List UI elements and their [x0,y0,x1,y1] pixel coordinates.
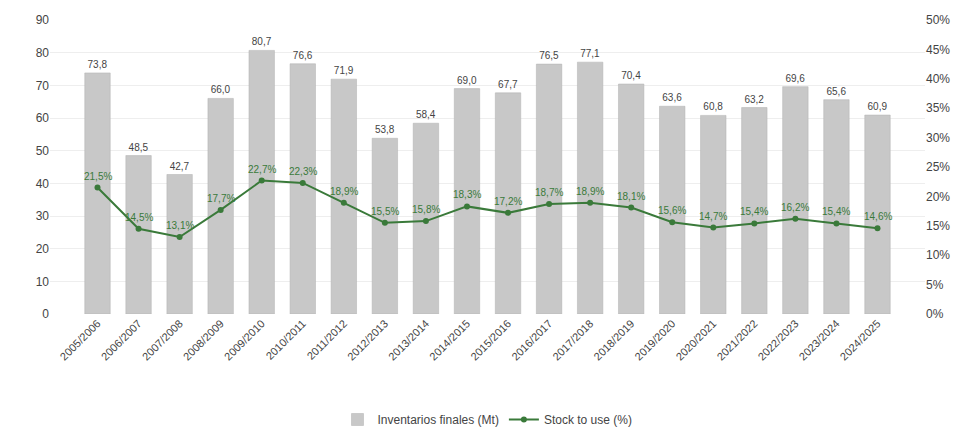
svg-text:18,1%: 18,1% [617,191,645,202]
svg-text:76,5: 76,5 [539,50,559,61]
svg-text:80,7: 80,7 [252,36,272,47]
svg-text:80: 80 [36,46,50,60]
svg-text:76,6: 76,6 [293,50,313,61]
svg-text:69,0: 69,0 [457,75,477,86]
svg-text:2023/2024: 2023/2024 [796,317,841,362]
svg-text:21,5%: 21,5% [84,171,112,182]
svg-text:63,2: 63,2 [744,94,764,105]
svg-text:18,9%: 18,9% [330,186,358,197]
svg-text:58,4: 58,4 [416,109,436,120]
svg-text:2005/2006: 2005/2006 [58,317,103,362]
svg-text:2017/2018: 2017/2018 [550,317,595,362]
svg-text:71,9: 71,9 [334,65,354,76]
svg-text:2019/2020: 2019/2020 [632,317,677,362]
svg-text:Stock to use (%): Stock to use (%) [544,413,632,427]
svg-text:10: 10 [36,275,50,289]
svg-text:2007/2008: 2007/2008 [140,317,185,362]
svg-text:22,3%: 22,3% [289,166,317,177]
svg-text:70: 70 [36,79,50,93]
svg-text:15,4%: 15,4% [822,206,850,217]
svg-text:73,8: 73,8 [88,59,108,70]
svg-text:Inventarios finales (Mt): Inventarios finales (Mt) [378,413,499,427]
svg-text:2015/2016: 2015/2016 [468,317,513,362]
svg-text:2022/2023: 2022/2023 [755,317,800,362]
svg-text:2021/2022: 2021/2022 [714,317,759,362]
svg-text:20: 20 [36,242,50,256]
svg-text:0%: 0% [926,307,944,321]
svg-text:22,7%: 22,7% [248,164,276,175]
svg-text:15,8%: 15,8% [412,204,440,215]
svg-text:63,6: 63,6 [662,92,682,103]
svg-text:5%: 5% [926,278,944,292]
svg-text:17,7%: 17,7% [207,193,235,204]
svg-text:65,6: 65,6 [826,86,846,97]
svg-text:30: 30 [36,209,50,223]
svg-text:40: 40 [36,177,50,191]
svg-text:18,3%: 18,3% [453,189,481,200]
svg-text:40%: 40% [926,72,950,86]
svg-text:13,1%: 13,1% [166,220,194,231]
svg-text:60,9: 60,9 [868,101,888,112]
svg-text:70,4: 70,4 [621,70,641,81]
svg-text:90: 90 [36,13,50,27]
svg-text:14,6%: 14,6% [864,211,892,222]
svg-text:16,2%: 16,2% [781,202,809,213]
svg-text:48,5: 48,5 [129,142,149,153]
svg-text:50: 50 [36,144,50,158]
svg-text:15%: 15% [926,219,950,233]
svg-text:2014/2015: 2014/2015 [427,317,472,362]
svg-text:50%: 50% [926,13,950,27]
svg-text:69,6: 69,6 [785,73,805,84]
svg-text:30%: 30% [926,131,950,145]
svg-text:2018/2019: 2018/2019 [591,317,636,362]
svg-text:2024/2025: 2024/2025 [838,317,883,362]
svg-text:18,7%: 18,7% [535,187,563,198]
svg-text:0: 0 [42,307,49,321]
svg-text:60: 60 [36,111,50,125]
svg-text:42,7: 42,7 [170,161,190,172]
svg-text:77,1: 77,1 [580,48,600,59]
svg-text:25%: 25% [926,160,950,174]
svg-text:2020/2021: 2020/2021 [673,317,718,362]
svg-text:20%: 20% [926,190,950,204]
svg-text:14,7%: 14,7% [699,211,727,222]
svg-text:15,5%: 15,5% [371,206,399,217]
svg-text:2006/2007: 2006/2007 [99,317,144,362]
svg-text:66,0: 66,0 [211,84,231,95]
svg-text:60,8: 60,8 [703,101,723,112]
svg-text:45%: 45% [926,43,950,57]
svg-text:10%: 10% [926,248,950,262]
svg-text:2012/2013: 2012/2013 [345,317,390,362]
svg-text:35%: 35% [926,101,950,115]
svg-text:67,7: 67,7 [498,79,518,90]
svg-text:15,4%: 15,4% [740,206,768,217]
svg-text:53,8: 53,8 [375,124,395,135]
svg-text:17,2%: 17,2% [494,196,522,207]
svg-text:2010/2011: 2010/2011 [263,317,308,362]
svg-text:2013/2014: 2013/2014 [386,317,431,362]
svg-text:2008/2009: 2008/2009 [181,317,226,362]
svg-text:2011/2012: 2011/2012 [304,317,349,362]
svg-text:2009/2010: 2009/2010 [222,317,267,362]
svg-text:18,9%: 18,9% [576,186,604,197]
svg-text:2016/2017: 2016/2017 [509,317,554,362]
svg-text:15,6%: 15,6% [658,205,686,216]
svg-text:14,5%: 14,5% [125,212,153,223]
